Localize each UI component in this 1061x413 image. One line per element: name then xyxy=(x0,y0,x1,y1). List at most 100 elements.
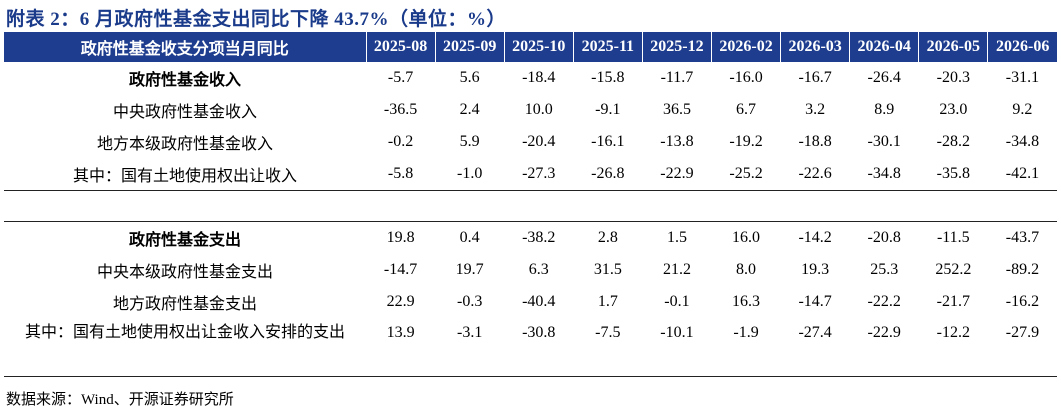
row-label: 其中：国有土地使用权出让收入 xyxy=(4,158,367,191)
cell: 8.9 xyxy=(874,101,895,118)
cell: 19.3 xyxy=(801,261,830,278)
cell: 23.0 xyxy=(939,101,968,118)
cell: 2.8 xyxy=(597,229,618,246)
cell: -26.4 xyxy=(867,69,901,86)
cell: -89.2 xyxy=(1005,261,1040,278)
cell: -22.9 xyxy=(849,318,919,377)
cell: -25.2 xyxy=(711,158,781,191)
cell: -26.8 xyxy=(573,158,643,191)
cell: -40.4 xyxy=(522,293,556,310)
cell: -1.9 xyxy=(711,318,781,377)
cell: -14.7 xyxy=(798,293,832,310)
table-title: 附表 2：6 月政府性基金支出同比下降 43.7%（单位：%） xyxy=(6,9,507,30)
cell: -11.5 xyxy=(936,229,970,246)
cell: -18.8 xyxy=(798,133,832,150)
cell: -27.9 xyxy=(987,318,1057,377)
cell: 8.0 xyxy=(736,261,757,278)
cell: -5.8 xyxy=(366,158,436,191)
cell: -13.8 xyxy=(660,133,694,150)
cell: -27.3 xyxy=(504,158,574,191)
header-col: 2025-10 xyxy=(504,32,574,62)
cell: -14.7 xyxy=(383,261,418,278)
cell: -27.4 xyxy=(780,318,850,377)
cell: -20.3 xyxy=(936,69,970,86)
cell: -16.0 xyxy=(729,69,763,86)
cell: 6.3 xyxy=(528,261,549,278)
cell: -20.8 xyxy=(867,229,901,246)
cell: -31.1 xyxy=(1005,69,1040,86)
header-col: 2025-11 xyxy=(573,32,643,62)
cell: 252.2 xyxy=(935,261,972,278)
cell: -30.1 xyxy=(867,133,901,150)
cell: -7.5 xyxy=(573,318,643,377)
cell: 21.2 xyxy=(662,261,691,278)
header-col: 2025-09 xyxy=(435,32,505,62)
cell: 16.3 xyxy=(732,293,761,310)
table-row: 中央本级政府性基金支出 -14.7 19.7 6.3 31.5 21.2 8.0… xyxy=(4,254,1057,286)
header-label: 政府性基金收支分项当月同比 xyxy=(4,32,367,62)
cell: -9.1 xyxy=(595,101,621,118)
cell: -3.1 xyxy=(435,318,505,377)
cell: -1.0 xyxy=(435,158,505,191)
cell: -22.2 xyxy=(867,293,901,310)
row-label: 中央政府性基金收入 xyxy=(113,104,258,121)
cell: -0.2 xyxy=(387,133,414,150)
cell: -10.1 xyxy=(642,318,712,377)
cell: 3.2 xyxy=(805,101,826,118)
cell: -28.2 xyxy=(936,133,970,150)
cell: -15.8 xyxy=(591,69,625,86)
cell: 1.5 xyxy=(666,229,687,246)
cell: 6.7 xyxy=(736,101,757,118)
cell: -22.6 xyxy=(780,158,850,191)
table-row: 中央政府性基金收入 -36.5 2.4 10.0 -9.1 36.5 6.7 3… xyxy=(4,94,1057,126)
cell: 22.9 xyxy=(386,293,415,310)
table-row: 政府性基金收入 -5.7 5.6 -18.4 -15.8 -11.7 -16.0… xyxy=(4,62,1057,94)
cell: -14.2 xyxy=(798,229,832,246)
header-col: 2026-03 xyxy=(780,32,851,62)
source-note: 数据来源：Wind、开源证券研究所 xyxy=(6,392,234,408)
cell: -38.2 xyxy=(522,229,556,246)
cell: 5.6 xyxy=(459,69,480,86)
cell: -43.7 xyxy=(1005,229,1040,246)
cell: 5.9 xyxy=(459,133,480,150)
row-label: 政府性基金收入 xyxy=(129,72,242,89)
cell: 13.9 xyxy=(366,318,436,377)
cell: -34.8 xyxy=(1005,133,1040,150)
cell: 2.4 xyxy=(459,101,480,118)
cell: -22.9 xyxy=(642,158,712,191)
cell: -0.1 xyxy=(664,293,690,310)
cell: 19.8 xyxy=(386,229,415,246)
spacer-row xyxy=(4,190,1057,222)
header-col: 2025-08 xyxy=(366,32,436,62)
cell: -0.3 xyxy=(456,293,483,310)
row-label: 其中：国有土地使用权出让金收入安排的支出 xyxy=(4,318,367,377)
cell: 31.5 xyxy=(593,261,622,278)
table-row: 其中：国有土地使用权出让收入 -5.8 -1.0 -27.3 -26.8 -22… xyxy=(4,158,1057,191)
row-label: 政府性基金支出 xyxy=(129,232,242,249)
row-label: 地方政府性基金支出 xyxy=(113,296,258,313)
cell: -21.7 xyxy=(936,293,970,310)
cell: -12.2 xyxy=(918,318,988,377)
table-row: 其中：国有土地使用权出让金收入安排的支出 13.9 -3.1 -30.8 -7.… xyxy=(4,318,1057,377)
cell: -16.1 xyxy=(591,133,625,150)
table-row: 地方政府性基金支出 22.9 -0.3 -40.4 1.7 -0.1 16.3 … xyxy=(4,286,1057,318)
cell: -19.2 xyxy=(729,133,763,150)
header-col: 2026-06 xyxy=(987,32,1057,62)
cell: -18.4 xyxy=(522,69,556,86)
cell: -11.7 xyxy=(660,69,694,86)
header-col: 2026-05 xyxy=(918,32,989,62)
cell: 16.0 xyxy=(732,229,761,246)
header-col: 2026-04 xyxy=(849,32,920,62)
row-label: 中央本级政府性基金支出 xyxy=(97,264,274,281)
cell: 36.5 xyxy=(662,101,691,118)
cell: -34.8 xyxy=(849,158,919,191)
cell: 10.0 xyxy=(524,101,553,118)
cell: -42.1 xyxy=(987,158,1057,191)
cell: 0.4 xyxy=(459,229,480,246)
cell: -5.7 xyxy=(387,69,414,86)
cell: -16.7 xyxy=(798,69,832,86)
table-row: 政府性基金支出 19.8 0.4 -38.2 2.8 1.5 16.0 -14.… xyxy=(4,222,1057,255)
cell: -20.4 xyxy=(522,133,556,150)
cell: 19.7 xyxy=(455,261,484,278)
cell: -16.2 xyxy=(1005,293,1040,310)
